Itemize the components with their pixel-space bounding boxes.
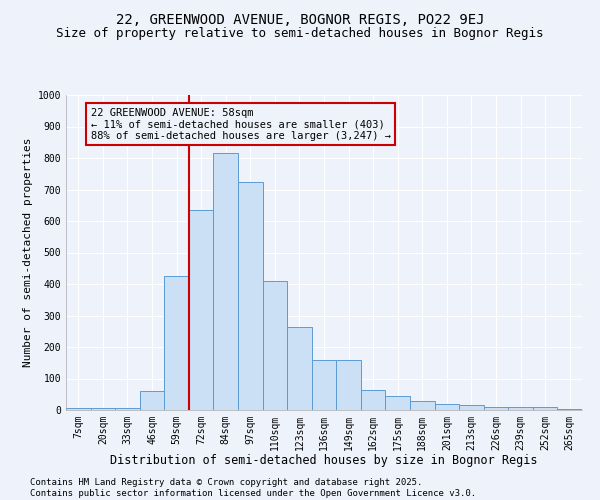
Bar xyxy=(508,407,533,410)
Bar xyxy=(238,182,263,410)
Bar xyxy=(164,276,189,410)
Bar xyxy=(140,391,164,410)
Bar xyxy=(91,408,115,410)
Bar xyxy=(434,404,459,410)
Bar xyxy=(66,408,91,410)
Bar xyxy=(115,408,140,410)
Bar xyxy=(336,360,361,410)
Text: 22, GREENWOOD AVENUE, BOGNOR REGIS, PO22 9EJ: 22, GREENWOOD AVENUE, BOGNOR REGIS, PO22… xyxy=(116,12,484,26)
Y-axis label: Number of semi-detached properties: Number of semi-detached properties xyxy=(23,138,34,367)
Bar xyxy=(214,154,238,410)
Text: Size of property relative to semi-detached houses in Bognor Regis: Size of property relative to semi-detach… xyxy=(56,28,544,40)
Bar xyxy=(484,407,508,410)
Bar xyxy=(557,409,582,410)
Text: Contains HM Land Registry data © Crown copyright and database right 2025.
Contai: Contains HM Land Registry data © Crown c… xyxy=(30,478,476,498)
Bar xyxy=(287,326,312,410)
Bar xyxy=(385,396,410,410)
Bar xyxy=(189,210,214,410)
Bar xyxy=(361,390,385,410)
X-axis label: Distribution of semi-detached houses by size in Bognor Regis: Distribution of semi-detached houses by … xyxy=(110,454,538,468)
Bar xyxy=(459,406,484,410)
Bar xyxy=(410,400,434,410)
Bar xyxy=(312,360,336,410)
Bar xyxy=(533,408,557,410)
Bar xyxy=(263,281,287,410)
Text: 22 GREENWOOD AVENUE: 58sqm
← 11% of semi-detached houses are smaller (403)
88% o: 22 GREENWOOD AVENUE: 58sqm ← 11% of semi… xyxy=(91,108,391,141)
